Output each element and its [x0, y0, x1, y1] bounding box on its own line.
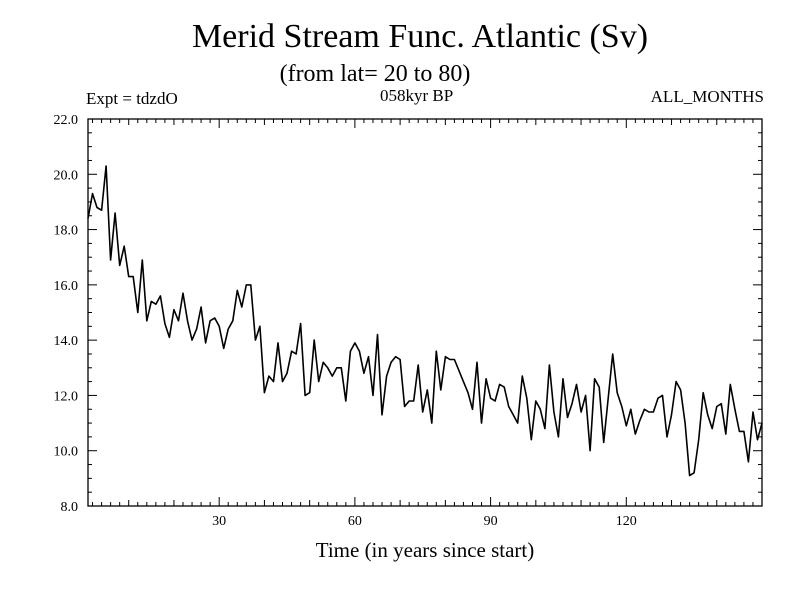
- x-tick-label: 90: [484, 514, 498, 529]
- period-label: 058kyr BP: [380, 86, 454, 105]
- x-tick-label: 30: [212, 514, 226, 529]
- y-tick-label: 22.0: [54, 113, 79, 128]
- chart-title: Merid Stream Func. Atlantic (Sv): [191, 18, 649, 55]
- y-tick-label: 16.0: [54, 279, 79, 294]
- x-tick-label: 60: [348, 514, 362, 529]
- x-axis-label: Time (in years since start): [315, 538, 535, 562]
- experiment-label: Expt = tdzdO: [86, 89, 178, 108]
- axis-ticks: [88, 118, 763, 507]
- plot-frame: [87, 118, 763, 507]
- axis-tick-labels: 30 60 90 120 8.0 10.0 12.0 14.0 16.0 18.0 20.0 22.0: [54, 113, 637, 529]
- series-line: [87, 165, 763, 477]
- y-tick-label: 8.0: [61, 500, 79, 515]
- y-tick-label: 12.0: [54, 389, 79, 404]
- months-label: ALL_MONTHS: [650, 87, 764, 106]
- x-tick-label: 120: [616, 514, 637, 529]
- chart-subtitle: (from lat= 20 to 80): [279, 61, 471, 87]
- y-tick-label: 20.0: [54, 168, 79, 183]
- y-tick-label: 14.0: [54, 334, 79, 349]
- y-tick-label: 10.0: [54, 445, 79, 460]
- y-tick-label: 18.0: [54, 224, 79, 239]
